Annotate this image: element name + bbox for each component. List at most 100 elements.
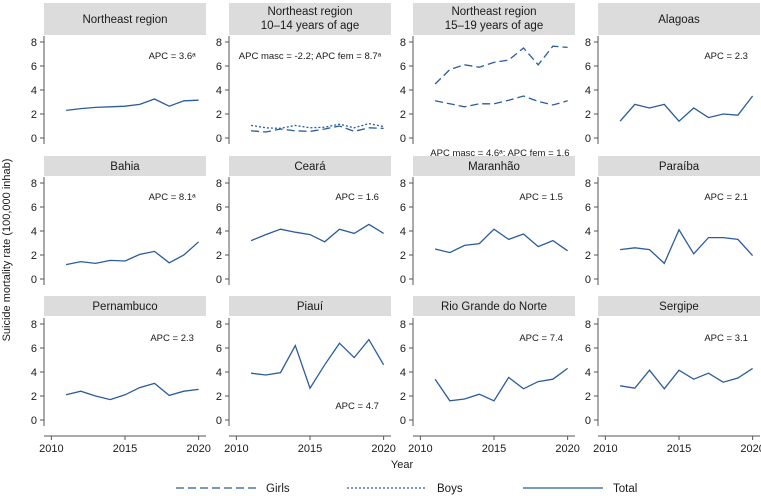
panel-strip [598,3,760,35]
x-tick-label: 2015 [482,443,506,455]
y-tick-label: 4 [31,226,37,238]
panel-8: Pernambuco 0 2 4 6 8 2010 2015 2020 APC = 2.3 [31,296,211,455]
y-tick-label: 8 [400,178,406,190]
series-line-total [619,367,753,390]
y-tick-label: 2 [31,250,37,262]
y-tick-label: 8 [31,37,37,49]
panel-title: Pernambuco [92,301,157,313]
x-tick-label: 2010 [39,443,63,455]
y-tick-label: 8 [216,178,222,190]
series-line-girls [251,125,384,133]
y-tick-label: 6 [400,202,406,214]
panel-6: Maranhão 0 2 4 6 8 APC = 1.5 [400,156,575,286]
series-line-total [65,382,199,401]
apc-annotation: APC = 3.1 [704,333,748,344]
y-tick-label: 4 [31,85,37,97]
y-axis-title: Suicide mortality rate (100,000 inhab) [1,159,13,342]
panel-strip [44,296,206,316]
y-tick-label: 4 [31,367,37,379]
x-tick-label: 2015 [667,443,691,455]
y-tick-label: 8 [31,319,37,331]
apc-annotation: APC = 4.7 [335,401,379,412]
panel-strip [413,296,575,316]
y-tick-label: 2 [216,250,222,262]
panel-strip [229,156,391,176]
y-tick-label: 2 [31,391,37,403]
y-tick-label: 4 [216,85,222,97]
y-tick-label: 8 [216,37,222,49]
y-tick-label: 8 [400,37,406,49]
apc-annotation: APC = 1.5 [519,192,563,203]
y-tick-label: 2 [31,109,37,121]
y-tick-label: 6 [216,61,222,73]
y-tick-label: 8 [216,319,222,331]
panel-5: Ceará 0 2 4 6 8 APC = 1.6 [216,156,391,286]
x-tick-label: 2015 [298,443,322,455]
panels: Northeast region 0 2 4 6 8 APC = 3.6ᵃ Northeast… [31,3,761,455]
y-tick-label: 2 [216,109,222,121]
panel-title: Northeast region [267,6,352,18]
x-tick-label: 2010 [408,443,432,455]
series-line-total [434,367,568,402]
apc-annotation: APC = 2.3 [704,51,748,62]
x-tick-label: 2020 [555,443,579,455]
series-line-boys [250,122,384,130]
y-tick-label: 8 [400,319,406,331]
panel-title: Northeast region [82,14,167,26]
panel-strip [229,296,391,316]
legend: Girls Boys Total [176,483,637,495]
apc-annotation: APC masc = 4.6ᵃ; APC fem = 1.6 [430,148,569,159]
series-line-girls [434,95,568,108]
panel-strip [229,3,391,35]
panel-title: Northeast region [451,6,536,18]
panel-3: Alagoas 0 2 4 6 8 APC = 2.3 [585,3,760,145]
panel-title: Maranhão [468,161,520,173]
series-line-total [65,241,200,266]
series-line-total [250,223,384,243]
y-tick-label: 0 [400,274,406,286]
panel-4: Bahia 0 2 4 6 8 APC = 8.1ᵃ [31,156,206,286]
panel-7: Paraíba 0 2 4 6 8 APC = 2.1 [585,156,760,286]
x-tick-label: 2020 [186,443,210,455]
legend-label-total: Total [613,483,637,495]
x-tick-label: 2020 [371,443,395,455]
y-tick-label: 6 [585,61,591,73]
apc-annotation: APC = 3.6ᵃ [149,51,197,62]
panel-title: Bahia [110,161,140,173]
y-tick-label: 4 [585,85,591,97]
panel-11: Sergipe 0 2 4 6 8 2010 2015 2020 APC = 3.1 [585,296,761,455]
y-tick-label: 6 [31,61,37,73]
y-tick-label: 6 [400,343,406,355]
y-tick-label: 4 [585,367,591,379]
panel-title: 15–19 years of age [445,20,543,32]
panel-10: Rio Grande do Norte 0 2 4 6 8 2010 2015 2020 APC … [400,296,580,455]
series-line-total [619,95,754,123]
y-tick-label: 6 [216,202,222,214]
x-tick-label: 2010 [224,443,248,455]
apc-annotation: APC = 1.6 [335,192,379,203]
y-tick-label: 6 [216,343,222,355]
apc-annotation: APC = 2.3 [150,333,194,344]
y-tick-label: 4 [400,226,406,238]
legend-label-girls: Girls [266,483,290,495]
series-line-boys [434,45,568,85]
panel-title: Ceará [294,161,326,173]
y-tick-label: 2 [585,109,591,121]
panel-2: Northeast region 15–19 years of age 0 2 4 6 8 A… [400,3,575,159]
y-tick-label: 8 [585,178,591,190]
y-tick-label: 0 [400,133,406,145]
series-line-total [620,228,754,265]
y-tick-label: 6 [31,202,37,214]
panel-1: Northeast region 10–14 years of age 0 2 4 6 8 A… [216,3,391,145]
y-tick-label: 2 [585,250,591,262]
panel-strip [44,3,206,35]
y-tick-label: 0 [585,274,591,286]
y-tick-label: 0 [216,415,222,427]
y-tick-label: 6 [400,61,406,73]
panel-strip [413,3,575,35]
apc-annotation: APC masc = -2.2; APC fem = 8.7ᵃ [239,51,382,62]
apc-annotation: APC = 7.4 [519,333,563,344]
panel-0: Northeast region 0 2 4 6 8 APC = 3.6ᵃ [31,3,206,145]
legend-label-boys: Boys [437,483,463,495]
panel-title: Sergipe [659,301,699,313]
